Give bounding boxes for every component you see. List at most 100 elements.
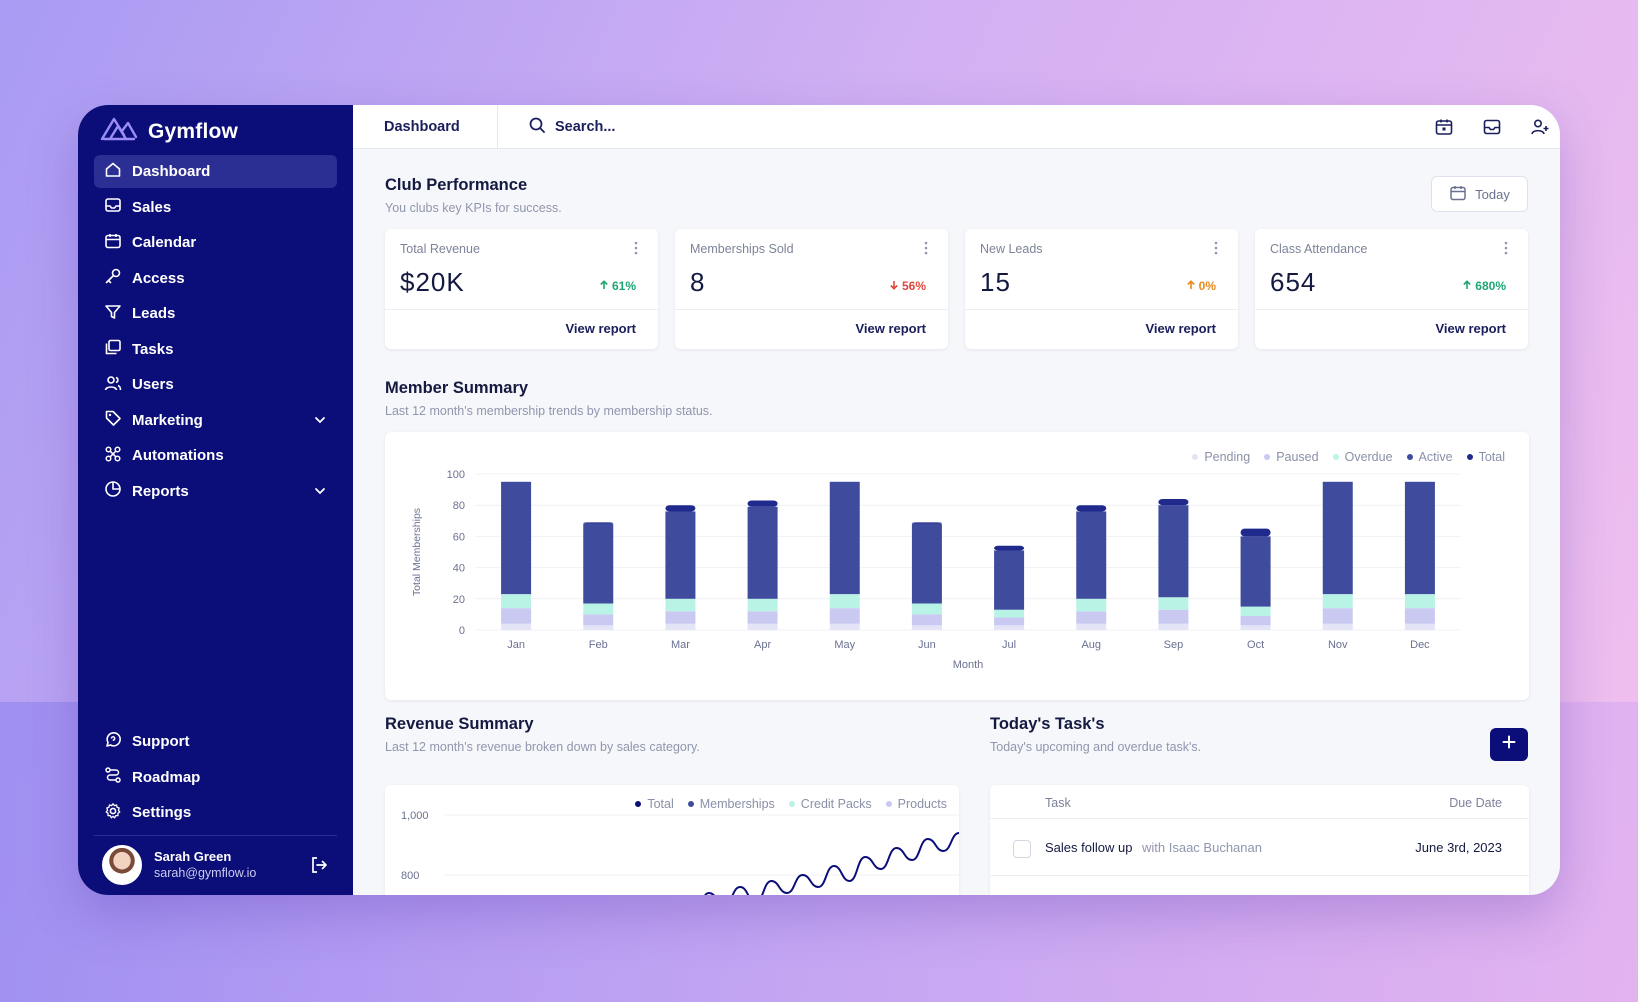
kpi-change-badge: 680% xyxy=(1462,279,1506,293)
view-report-link[interactable]: View report xyxy=(565,321,636,336)
inbox-icon xyxy=(104,196,122,218)
tag-icon xyxy=(104,409,122,431)
search-icon xyxy=(528,116,546,138)
bar-segment-overdue xyxy=(501,594,532,609)
user-profile[interactable]: Sarah Green sarah@gymflow.io xyxy=(94,835,337,893)
brand[interactable]: Gymflow xyxy=(100,115,238,148)
sidebar-item-sales[interactable]: Sales xyxy=(94,191,337,224)
kpi-value: 15 xyxy=(980,267,1011,297)
legend-item-products[interactable]: Products xyxy=(885,797,947,811)
member-summary-chart-card: Pending Paused Overdue Active Total 0 20 4… xyxy=(385,432,1529,700)
sidebar-item-marketing[interactable]: Marketing xyxy=(94,404,337,437)
sidebar-item-label: Users xyxy=(132,376,174,393)
x-tick-label: Mar xyxy=(671,639,690,651)
legend-item-total[interactable]: Total xyxy=(1466,450,1505,464)
sidebar-item-users[interactable]: Users xyxy=(94,368,337,401)
x-tick-label: Feb xyxy=(589,639,608,651)
kpi-change: 680% xyxy=(1475,279,1506,293)
legend-item-active[interactable]: Active xyxy=(1406,450,1453,464)
more-vertical-icon[interactable] xyxy=(1214,241,1218,255)
sidebar-item-label: Support xyxy=(132,733,190,750)
bar-segment-paused xyxy=(583,614,614,626)
sidebar-item-reports[interactable]: Reports xyxy=(94,475,337,508)
more-vertical-icon[interactable] xyxy=(924,241,928,255)
sidebar-item-access[interactable]: Access xyxy=(94,262,337,295)
x-tick-label: Nov xyxy=(1328,639,1348,651)
revenue-summary-chart-card: Total Memberships Credit Packs Products … xyxy=(385,785,959,895)
legend-item-pending[interactable]: Pending xyxy=(1192,450,1250,464)
legend-item-total[interactable]: Total xyxy=(635,797,674,811)
bar-segment-active xyxy=(911,523,942,604)
bar-segment-paused xyxy=(911,614,942,626)
bar-segment-pending xyxy=(583,625,614,630)
tasks-table: Task Due Date Sales follow up with Isaac… xyxy=(990,785,1529,895)
view-report-link[interactable]: View report xyxy=(1145,321,1216,336)
bar-segment-active xyxy=(583,523,614,604)
legend-item-paused[interactable]: Paused xyxy=(1264,450,1319,464)
more-vertical-icon[interactable] xyxy=(1504,241,1508,255)
plus-icon xyxy=(1502,735,1516,754)
add-user-icon[interactable] xyxy=(1530,117,1550,137)
calendar-icon[interactable] xyxy=(1434,117,1454,137)
logout-icon[interactable] xyxy=(309,855,329,875)
automations-icon xyxy=(104,445,122,467)
arrow-up-icon xyxy=(1462,279,1472,293)
x-tick-label: Oct xyxy=(1247,639,1264,651)
brand-name: Gymflow xyxy=(148,119,239,143)
legend-item-credit-packs[interactable]: Credit Packs xyxy=(788,797,872,811)
legend-item-overdue[interactable]: Overdue xyxy=(1332,450,1393,464)
more-vertical-icon[interactable] xyxy=(634,241,638,255)
chevron-down-icon[interactable] xyxy=(313,413,327,427)
date-range-button[interactable]: Today xyxy=(1431,176,1528,212)
sidebar-item-automations[interactable]: Automations xyxy=(94,439,337,472)
x-axis-label: Month xyxy=(953,659,984,671)
legend-label: Credit Packs xyxy=(800,797,872,811)
user-name: Sarah Green xyxy=(154,849,232,864)
sidebar-item-label: Reports xyxy=(132,482,189,500)
bar-segment-overdue xyxy=(1076,598,1107,612)
bar-segment-pending xyxy=(829,623,860,630)
table-row[interactable]: Sales follow up with Isaac Buchanan June… xyxy=(990,820,1529,876)
bar-segment-paused xyxy=(1158,609,1189,624)
legend-label: Total xyxy=(647,797,674,811)
sidebar-item-settings[interactable]: Settings xyxy=(94,796,337,829)
task-checkbox[interactable] xyxy=(1013,840,1031,858)
bar-segment-overdue xyxy=(829,594,860,609)
bar-segment-pending xyxy=(994,625,1025,630)
arrow-up-icon xyxy=(1186,279,1196,293)
bar-segment-active xyxy=(747,506,778,599)
inbox-icon[interactable] xyxy=(1482,117,1502,137)
sidebar-item-leads[interactable]: Leads xyxy=(94,297,337,330)
sidebar-item-label: Calendar xyxy=(132,234,197,251)
bar-segment-active xyxy=(1404,481,1435,595)
sidebar-item-tasks[interactable]: Tasks xyxy=(94,333,337,366)
kpi-change: 61% xyxy=(611,279,636,293)
add-task-button[interactable] xyxy=(1490,728,1528,761)
legend-item-memberships[interactable]: Memberships xyxy=(687,797,775,811)
search-bar[interactable]: Search... xyxy=(498,116,615,138)
revenue-summary-subtitle: Last 12 month's revenue broken down by s… xyxy=(385,740,700,754)
x-tick-label: Aug xyxy=(1081,639,1101,651)
sidebar-item-dashboard[interactable]: Dashboard xyxy=(94,155,337,188)
bar-segment-overdue xyxy=(1240,606,1271,616)
gear-icon xyxy=(104,802,122,824)
bar-segment-pending xyxy=(1322,623,1353,630)
bar-segment-overdue xyxy=(994,609,1025,618)
chevron-down-icon[interactable] xyxy=(313,484,327,498)
sidebar-item-calendar[interactable]: Calendar xyxy=(94,226,337,259)
view-report-link[interactable]: View report xyxy=(855,321,926,336)
avatar[interactable] xyxy=(102,844,142,885)
sidebar-item-roadmap[interactable]: Roadmap xyxy=(94,761,337,794)
sidebar-item-label: Automations xyxy=(132,447,224,464)
y-tick-label: 40 xyxy=(453,563,465,575)
column-header-task[interactable]: Task xyxy=(1045,796,1071,810)
bar-segment-pending xyxy=(501,623,532,630)
date-range-label: Today xyxy=(1475,186,1510,202)
y-tick-label: 100 xyxy=(447,469,465,481)
view-report-link[interactable]: View report xyxy=(1435,321,1506,336)
column-header-due-date[interactable]: Due Date xyxy=(1449,796,1502,810)
sidebar-item-label: Sales xyxy=(132,198,172,216)
sidebar-item-support[interactable]: Support xyxy=(94,725,337,758)
search-input[interactable]: Search... xyxy=(555,118,616,135)
sidebar-item-label: Tasks xyxy=(132,340,174,358)
